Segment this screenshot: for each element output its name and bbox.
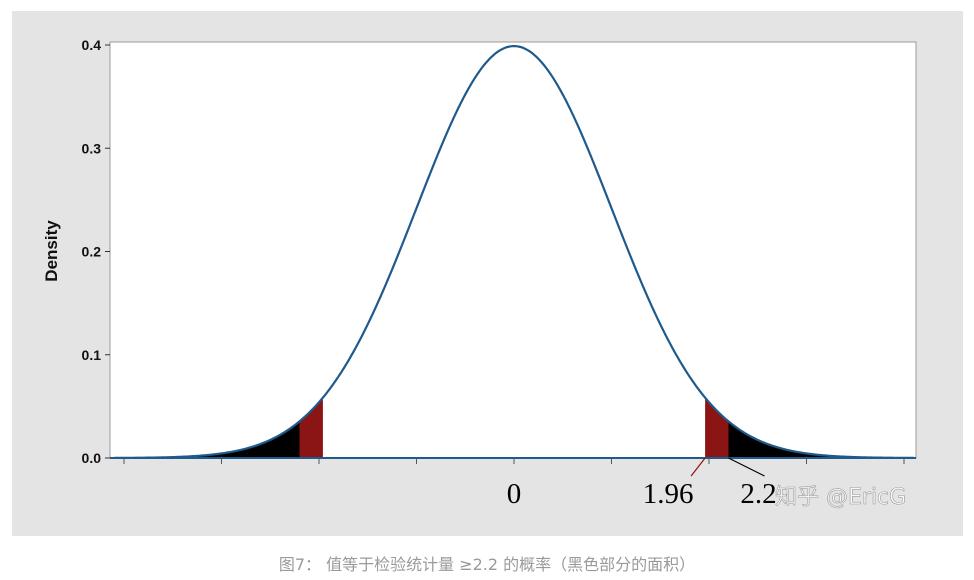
density-chart: 0.0 0.1 0.2 0.3 0.4 0 1.96 2.2 Density 知乎 @Eri… — [42, 37, 917, 510]
figure-panel: 0.0 0.1 0.2 0.3 0.4 0 1.96 2.2 Density 知乎 @Eri… — [12, 11, 963, 536]
y-axis-title: Density — [42, 220, 61, 282]
shaded-region-2 — [705, 397, 729, 458]
y-tick-label-4: 0.4 — [82, 37, 102, 53]
watermark: 知乎 @EricG — [775, 485, 906, 510]
shaded-region-0 — [299, 397, 323, 458]
figure-caption: 图7： 值等于检验统计量 ≥2.2 的概率（黑色部分的面积） — [278, 555, 696, 574]
leader-line-2 — [728, 457, 765, 477]
shaded-region-1 — [114, 421, 300, 458]
annotation-label-2: 2.2 — [740, 478, 776, 510]
shaded-region-3 — [728, 421, 914, 458]
annotation-label-1: 1.96 — [643, 478, 694, 510]
leader-line-1 — [690, 457, 706, 477]
y-tick-label-3: 0.3 — [82, 140, 102, 156]
y-tick-label-0: 0.0 — [82, 450, 102, 466]
annotation-label-0: 0 — [507, 478, 522, 510]
density-curve — [114, 44, 914, 460]
y-tick-label-2: 0.2 — [82, 244, 102, 260]
y-tick-label-1: 0.1 — [82, 347, 102, 363]
plot-area — [109, 41, 917, 459]
